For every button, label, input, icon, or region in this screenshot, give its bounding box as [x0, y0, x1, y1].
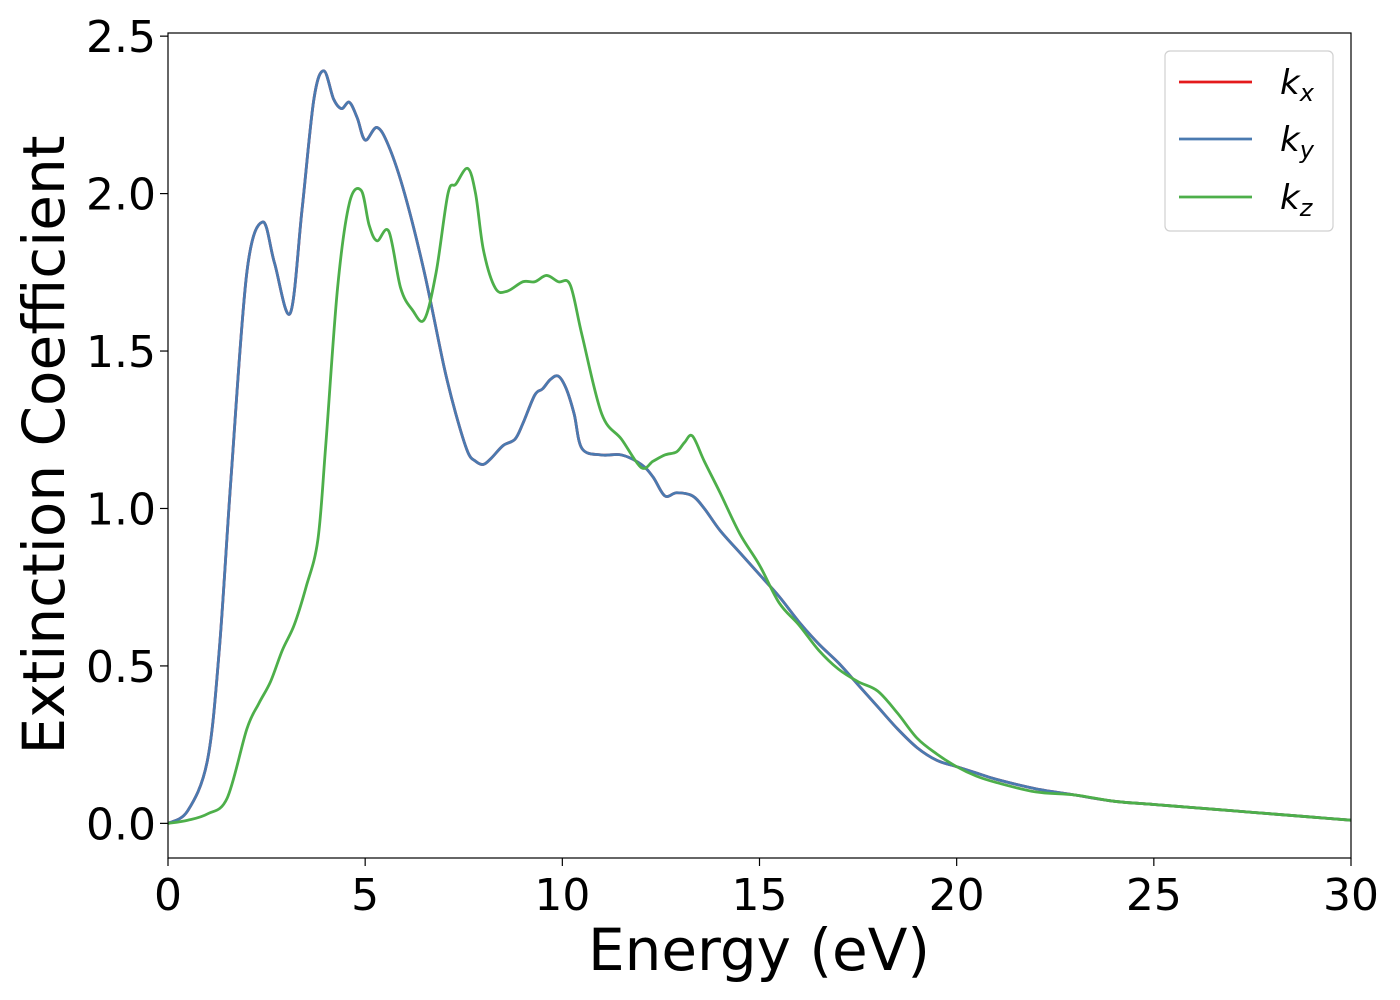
- x-tick-label: 20: [929, 870, 985, 921]
- legend-label: kx: [1280, 63, 1315, 107]
- series-line-k-z: [168, 166, 1351, 825]
- x-tick-label: 0: [154, 870, 182, 921]
- y-axis-label: Extinction Coefficient: [10, 136, 78, 755]
- legend-box: [1164, 50, 1334, 232]
- x-tick-label: 25: [1126, 870, 1182, 921]
- y-tick-label: 2.0: [86, 170, 156, 221]
- legend-label: kz: [1280, 178, 1314, 222]
- legend-label: ky: [1280, 120, 1315, 164]
- x-tick-label: 10: [534, 870, 590, 921]
- y-tick-label: 0.5: [86, 642, 156, 693]
- legend: kx ky kz: [1164, 50, 1334, 232]
- x-tick-label: 5: [351, 870, 379, 921]
- y-tick-label: 1.5: [86, 327, 156, 378]
- series-layer: [168, 69, 1351, 825]
- x-axis-ticks: 0 5 10 15 20 25 30: [154, 858, 1379, 921]
- y-axis-ticks: 0.0 0.5 1.0 1.5 2.0 2.5: [86, 12, 168, 850]
- y-tick-label: 2.5: [86, 12, 156, 63]
- x-tick-label: 30: [1323, 870, 1379, 921]
- y-tick-label: 1.0: [86, 484, 156, 535]
- series-line-k-y: [168, 69, 1351, 825]
- x-axis-label: Energy (eV): [588, 916, 930, 984]
- x-tick-label: 15: [732, 870, 788, 921]
- y-tick-label: 0.0: [86, 799, 156, 850]
